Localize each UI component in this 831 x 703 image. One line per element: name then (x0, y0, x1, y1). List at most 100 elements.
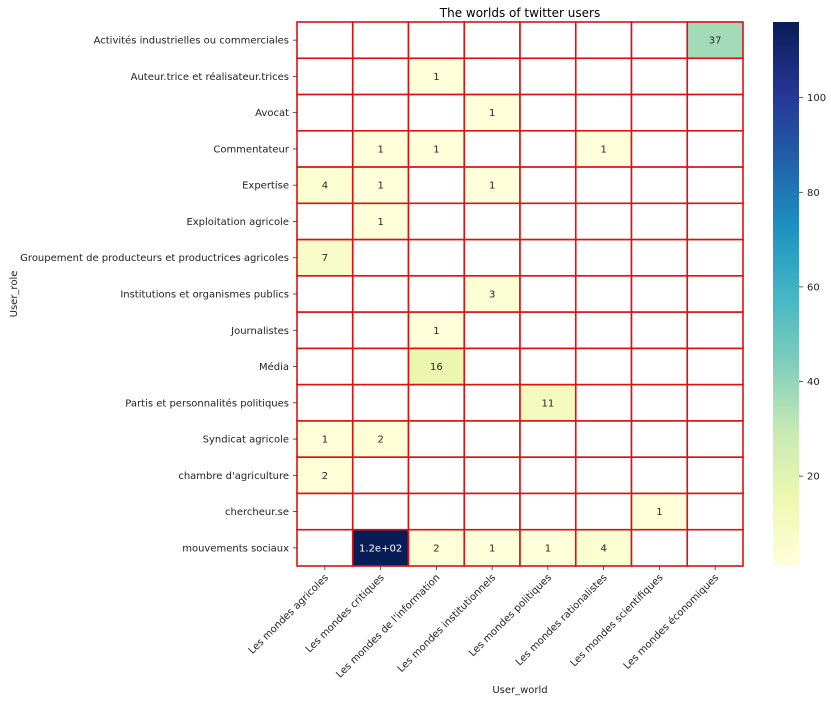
heatmap-cell (686, 347, 744, 386)
heatmap-cell (630, 311, 689, 350)
heatmap-cell (686, 275, 744, 313)
heatmap-cell (630, 528, 689, 567)
heatmap-cell (463, 202, 521, 241)
heatmap-cell (351, 383, 410, 422)
heatmap-cell (351, 93, 410, 132)
cell-annotation: 4 (322, 181, 328, 192)
cell-annotation: 1 (489, 181, 495, 192)
y-tick-label: Expertise (242, 181, 289, 192)
heatmap-cell (630, 130, 689, 168)
heatmap-cell (463, 130, 521, 168)
heatmap-cell (407, 456, 466, 495)
y-tick-label: Partis et personnalités politiques (125, 397, 289, 409)
cell-annotation: 1 (377, 181, 383, 192)
cell-annotation: 11 (542, 398, 555, 409)
y-tick-label: Syndicat agricole (203, 435, 289, 446)
heatmap-cell (351, 166, 410, 205)
heatmap-cell (463, 311, 521, 350)
y-tick-label: Commentateur (213, 144, 290, 155)
heatmap-cell (407, 420, 466, 458)
heatmap-cell (407, 202, 466, 241)
heatmap-cell (686, 383, 744, 422)
heatmap-cell (630, 420, 689, 458)
cell-annotation: 1 (489, 108, 495, 119)
heatmap-cell (574, 420, 633, 458)
heatmap-cell (574, 383, 633, 422)
heatmap-cell (407, 528, 466, 567)
y-tick-label: Groupement de producteurs et productrice… (20, 253, 289, 264)
cell-annotation: 1.2e+02 (359, 543, 402, 554)
heatmap-cell (686, 420, 744, 458)
chart-title: The worlds of twitter users (439, 6, 600, 20)
cell-annotation: 1 (545, 543, 551, 554)
heatmap-cell (519, 420, 577, 458)
heatmap-cell (519, 347, 577, 386)
heatmap-cell (519, 93, 577, 132)
cell-annotation: 1 (489, 543, 495, 554)
y-tick-label: Exploitation agricole (186, 217, 289, 228)
heatmap-cell (351, 311, 410, 350)
y-tick-label: Avocat (255, 108, 289, 119)
heatmap-cell (574, 492, 633, 531)
heatmap-cell (296, 311, 354, 350)
y-tick-label: Média (259, 361, 289, 373)
heatmap-cell (407, 21, 466, 60)
heatmap-cell (519, 238, 577, 277)
y-axis-title: User_role (9, 271, 20, 318)
cell-annotation: 2 (322, 471, 328, 482)
heatmap-cell (686, 166, 744, 205)
heatmap-cell (519, 202, 577, 241)
cell-annotation: 1 (377, 217, 383, 228)
heatmap-cell (630, 456, 689, 495)
heatmap-cell (686, 130, 744, 168)
heatmap-cell (351, 275, 410, 313)
y-axis: Activités industrielles ou commerciales A… (20, 35, 297, 554)
heatmap-cell (630, 275, 689, 313)
heatmap-cell (686, 311, 744, 350)
heatmap-cell (574, 166, 633, 205)
heatmap-cell (463, 456, 521, 495)
heatmap-cell (519, 528, 577, 567)
heatmap-cell (296, 528, 354, 567)
heatmap-cell (407, 492, 466, 531)
cell-annotation: 1 (322, 435, 328, 446)
cell-annotation: 2 (433, 543, 439, 554)
heatmap-cell (351, 420, 410, 458)
heatmap-cell (686, 528, 744, 567)
x-tick-label: Les mondes scientifiques (569, 572, 666, 669)
cell-annotation: 1 (433, 326, 439, 337)
heatmap-cell (574, 347, 633, 386)
heatmap-cell (519, 166, 577, 205)
heatmap-cells (296, 21, 744, 567)
heatmap-cell (463, 21, 521, 60)
heatmap-cell (351, 57, 410, 96)
heatmap-cell (630, 57, 689, 96)
cell-annotation: 16 (430, 362, 443, 373)
cell-annotation: 1 (377, 144, 383, 155)
x-tick-label: Les mondes de l'information (334, 572, 442, 680)
cell-annotation: 1 (600, 144, 606, 155)
colorbar-tick-label: 100 (807, 93, 826, 104)
heatmap-cell (574, 456, 633, 495)
heatmap-cell (630, 492, 689, 531)
heatmap-cell (686, 93, 744, 132)
cell-annotation: 37 (709, 36, 722, 47)
heatmap-cell (630, 347, 689, 386)
cell-annotation: 2 (377, 435, 383, 446)
heatmap-cell (686, 456, 744, 495)
heatmap-cell (519, 492, 577, 531)
y-tick-label: Institutions et organismes publics (120, 290, 289, 301)
y-tick-label: chambre d'agriculture (178, 471, 289, 482)
heatmap-cell (519, 57, 577, 96)
heatmap-cell (630, 166, 689, 205)
heatmap-cell (351, 238, 410, 277)
heatmap-cell (463, 238, 521, 277)
cell-annotation: 3 (489, 290, 495, 301)
cell-annotation: 7 (322, 253, 328, 264)
heatmap-cell (630, 93, 689, 132)
heatmap-cell (407, 275, 466, 313)
heatmap-cell (574, 202, 633, 241)
x-tick-label: Les mondes rationalistes (514, 572, 610, 668)
